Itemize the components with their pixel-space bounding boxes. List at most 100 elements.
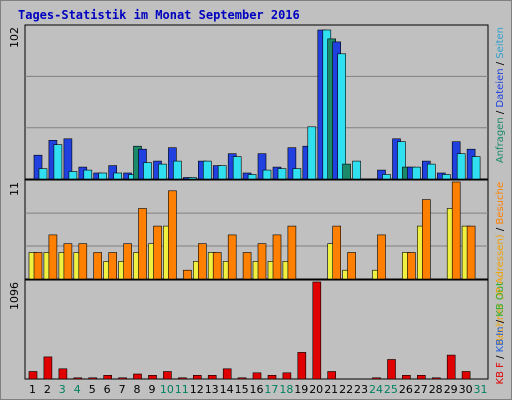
legend-part: Anfragen xyxy=(495,117,506,163)
x-tick-label: 20 xyxy=(309,383,323,396)
bar-besuche-day-15 xyxy=(242,252,252,280)
x-tick-label: 12 xyxy=(190,383,204,396)
bar-kb-f-day-3 xyxy=(58,368,68,380)
bar-kb-f-day-17 xyxy=(267,374,277,380)
bar-dateien-day-3 xyxy=(63,138,73,180)
bar-anfragen-day-22 xyxy=(352,160,361,180)
bar-kb-f-day-12 xyxy=(193,374,202,380)
bar-kb-f-day-8 xyxy=(133,373,142,380)
bar-dateien-day-18 xyxy=(287,147,297,180)
x-tick-label: 26 xyxy=(399,383,413,396)
bar-kb-f-day-28 xyxy=(431,377,441,380)
bar-kb-f-day-19 xyxy=(297,352,307,380)
legend-part: / xyxy=(495,352,506,362)
bar-kb-f-day-26 xyxy=(402,374,411,380)
x-tick-label: 1 xyxy=(29,383,36,396)
bar-anfragen-day-16 xyxy=(262,169,272,180)
bar-kb-f-day-15 xyxy=(237,377,247,380)
series-legend-middle: Rechner (IP-Adressen) / Besuche xyxy=(495,182,506,344)
bar-anfragen-day-21 xyxy=(337,53,347,180)
y-max-label: 102 xyxy=(8,27,21,48)
bar-besuche-day-12 xyxy=(198,243,207,280)
panel-bottom: 1096 KB F / KB In / KB Out xyxy=(8,279,506,385)
x-tick-label: 11 xyxy=(175,383,189,396)
x-tick-label: 16 xyxy=(250,383,264,396)
bar-anfragen-day-25 xyxy=(397,141,406,180)
bar-anfragen-day-15 xyxy=(247,174,257,180)
series-legend-bottom: KB F / KB In / KB Out xyxy=(495,282,506,385)
bar-kb-f-day-18 xyxy=(282,372,292,380)
bar-besuche-day-5 xyxy=(93,252,102,280)
bar-anfragen-day-3 xyxy=(68,171,78,180)
legend-part: Besuche xyxy=(495,182,506,225)
legend-part: KB In xyxy=(495,326,506,352)
bar-anfragen-day-8 xyxy=(143,162,152,180)
bar-dateien-day-16 xyxy=(257,153,267,180)
x-tick-label: 31 xyxy=(474,383,488,396)
x-tick-label: 10 xyxy=(160,383,174,396)
legend-part: / xyxy=(495,59,506,69)
bar-kb-f-day-6 xyxy=(103,374,112,380)
bar-besuche-day-27 xyxy=(421,199,431,280)
bar-kb-f-day-29 xyxy=(446,354,456,380)
bar-kb-f-day-5 xyxy=(88,377,97,380)
plot-area xyxy=(24,279,489,380)
bar-besuche-day-29 xyxy=(451,181,461,280)
bar-anfragen-day-1 xyxy=(38,168,48,180)
bar-anfragen-day-4 xyxy=(83,169,93,180)
x-tick-label: 4 xyxy=(74,383,81,396)
legend-part: / xyxy=(495,225,506,235)
bar-kb-f-day-11 xyxy=(178,377,187,380)
x-tick-label: 30 xyxy=(459,383,473,396)
bar-anfragen-day-10 xyxy=(173,160,182,180)
bar-kb-f-day-10 xyxy=(163,371,172,380)
bar-besuche-day-18 xyxy=(287,225,297,280)
legend-part: Rechner (IP-Adressen) xyxy=(495,234,506,344)
bar-besuche-day-9 xyxy=(153,225,162,280)
bar-kb-f-day-9 xyxy=(148,374,157,380)
bar-besuche-day-17 xyxy=(272,234,282,280)
x-tick-label: 8 xyxy=(134,383,141,396)
x-tick-label: 7 xyxy=(119,383,126,396)
x-tick-label: 5 xyxy=(89,383,96,396)
bar-besuche-day-4 xyxy=(78,243,88,280)
x-tick-label: 22 xyxy=(339,383,353,396)
bar-besuche-day-10 xyxy=(168,190,177,280)
bar-anfragen-day-30 xyxy=(471,156,481,180)
bar-anfragen-day-2 xyxy=(53,144,63,180)
bar-kb-f-day-2 xyxy=(43,356,53,380)
bar-kb-f-day-1 xyxy=(28,371,38,380)
bar-besuche-day-22 xyxy=(347,252,356,280)
chart-title: Tages-Statistik im Monat September 2016 xyxy=(18,8,300,22)
panel-middle: 11 Rechner (IP-Adressen) / Besuche xyxy=(8,179,506,344)
bar-besuche-day-21 xyxy=(332,225,342,280)
x-tick-label: 2 xyxy=(44,383,51,396)
bar-anfragen-day-24 xyxy=(382,174,391,180)
bar-besuche-day-14 xyxy=(227,234,237,280)
x-tick-label: 3 xyxy=(59,383,66,396)
bar-anfragen-day-14 xyxy=(232,156,242,180)
bar-kb-f-day-27 xyxy=(416,374,426,380)
x-tick-label: 6 xyxy=(104,383,111,396)
bar-anfragen-day-5 xyxy=(98,172,107,180)
series-legend-top: Anfragen / Dateien / Seiten xyxy=(495,27,506,163)
x-tick-label: 29 xyxy=(444,383,458,396)
bar-kb-f-day-25 xyxy=(387,359,396,380)
bar-besuche-day-1 xyxy=(33,252,43,280)
bar-anfragen-day-19 xyxy=(307,126,317,180)
bar-besuche-day-11 xyxy=(183,269,192,280)
bar-anfragen-day-29 xyxy=(456,153,466,180)
legend-part: / xyxy=(495,108,506,118)
bar-dateien-day-1 xyxy=(33,154,43,180)
bar-besuche-day-13 xyxy=(212,252,222,280)
x-tick-label: 19 xyxy=(294,383,308,396)
x-tick-label: 14 xyxy=(220,383,234,396)
bar-anfragen-day-12 xyxy=(203,160,212,180)
x-tick-label: 23 xyxy=(354,383,368,396)
bar-anfragen-day-18 xyxy=(292,168,302,180)
legend-part: Dateien xyxy=(495,68,506,107)
bar-seiten-day-22 xyxy=(342,163,351,180)
legend-part: / xyxy=(495,317,506,327)
x-tick-label: 21 xyxy=(324,383,338,396)
